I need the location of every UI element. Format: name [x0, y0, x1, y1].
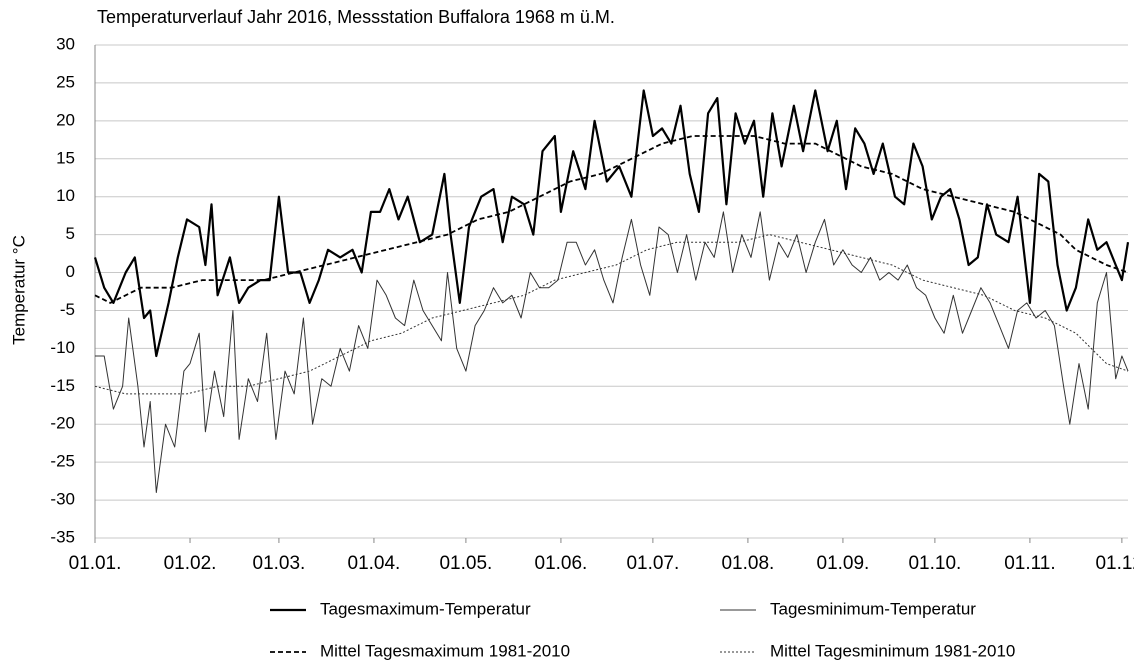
- y-tick-label: -30: [50, 490, 75, 509]
- legend-label: Tagesminimum-Temperatur: [770, 599, 976, 618]
- y-tick-label: 15: [56, 148, 75, 167]
- x-tick-label: 01.02.: [164, 553, 217, 574]
- y-axis-label: Temperatur °C: [9, 235, 28, 345]
- series-line: [95, 211, 1129, 493]
- x-tick-label: 01.08.: [721, 553, 774, 574]
- legend-label: Mittel Tagesmaximum 1981-2010: [320, 641, 570, 660]
- x-tick-label: 01.09.: [817, 553, 870, 574]
- y-tick-label: -25: [50, 452, 75, 471]
- y-tick-label: -5: [60, 300, 75, 319]
- x-tick-label: 01.07.: [626, 553, 679, 574]
- x-tick-label: 01.03.: [253, 553, 306, 574]
- y-tick-label: 10: [56, 186, 75, 205]
- x-tick-label: 01.12.: [1095, 553, 1134, 574]
- y-tick-label: -10: [50, 338, 75, 357]
- x-tick-label: 01.05.: [439, 553, 492, 574]
- y-tick-label: 0: [66, 262, 75, 281]
- y-tick-label: 25: [56, 72, 75, 91]
- y-tick-label: -15: [50, 376, 75, 395]
- series-line: [93, 89, 1130, 358]
- series-line: [94, 234, 1129, 395]
- chart-title: Temperaturverlauf Jahr 2016, Messstation…: [97, 7, 615, 27]
- x-tick-label: 01.04.: [348, 553, 401, 574]
- y-tick-label: 5: [66, 224, 75, 243]
- y-tick-label: 30: [56, 34, 75, 53]
- x-tick-label: 01.10.: [908, 553, 961, 574]
- legend-label: Mittel Tagesminimum 1981-2010: [770, 641, 1015, 660]
- series-line: [94, 135, 1129, 304]
- x-tick-label: 01.11.: [1004, 553, 1055, 574]
- y-tick-label: -35: [50, 527, 75, 546]
- x-tick-label: 01.06.: [535, 553, 588, 574]
- x-tick-label: 01.01.: [69, 553, 122, 574]
- legend-label: Tagesmaximum-Temperatur: [320, 599, 531, 618]
- y-tick-label: 20: [56, 110, 75, 129]
- y-tick-label: -20: [50, 414, 75, 433]
